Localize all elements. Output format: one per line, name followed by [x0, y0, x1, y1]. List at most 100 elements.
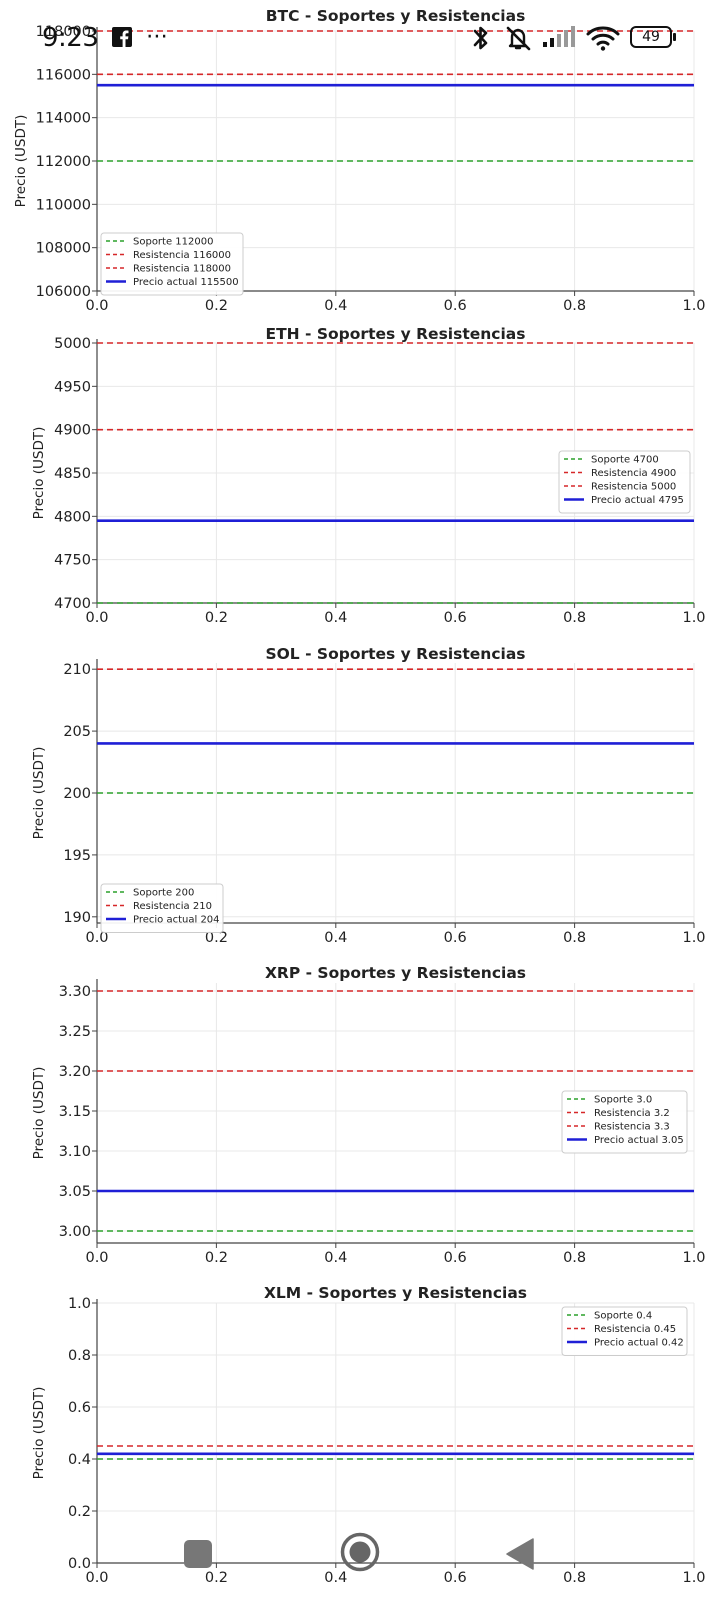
y-axis-label: Precio (USDT): [31, 1067, 47, 1160]
x-tick-label: 0.0: [85, 1250, 108, 1266]
legend-entry: Resistencia 3.3: [594, 1122, 670, 1133]
y-tick-label: 114000: [36, 111, 91, 127]
legend-box: [558, 450, 691, 514]
y-tick-label: 0.8: [68, 1348, 91, 1364]
x-tick-label: 0.0: [85, 930, 108, 946]
y-tick-label: 3.20: [59, 1064, 91, 1080]
x-tick-label: 0.8: [563, 298, 586, 314]
x-tick-label: 0.8: [563, 1570, 586, 1586]
legend-entry: Precio actual 3.05: [594, 1135, 684, 1146]
legend-entry: Soporte 4700: [591, 455, 659, 466]
legend-entry: Soporte 200: [133, 888, 194, 899]
y-tick-label: 1.0: [68, 1296, 91, 1312]
y-tick-label: 3.00: [59, 1224, 91, 1240]
y-axis-label: Precio (USDT): [13, 115, 29, 208]
y-tick-label: 195: [63, 848, 91, 864]
x-tick-label: 1.0: [682, 930, 705, 946]
back-icon[interactable]: [506, 1538, 534, 1574]
y-tick-label: 3.05: [59, 1184, 91, 1200]
legend-entry: Resistencia 210: [133, 901, 212, 912]
y-tick-label: 0.4: [68, 1452, 91, 1468]
legend-entry: Precio actual 0.42: [594, 1338, 684, 1349]
x-tick-label: 0.6: [444, 610, 467, 626]
legend-entry: Soporte 112000: [133, 237, 213, 248]
x-tick-label: 0.4: [324, 1250, 347, 1266]
y-tick-label: 116000: [36, 67, 91, 83]
y-tick-label: 3.10: [59, 1144, 91, 1160]
x-tick-label: 0.2: [205, 1570, 228, 1586]
chart-title: XLM - Soportes y Resistencias: [264, 1284, 527, 1302]
legend-entry: Resistencia 116000: [133, 250, 231, 261]
x-tick-label: 0.4: [324, 610, 347, 626]
x-tick-label: 0.6: [444, 298, 467, 314]
x-tick-label: 0.6: [444, 1570, 467, 1586]
y-axis-label: Precio (USDT): [31, 1387, 47, 1480]
x-tick-label: 0.4: [324, 1570, 347, 1586]
y-tick-label: 0.0: [68, 1556, 91, 1572]
x-tick-label: 0.2: [205, 298, 228, 314]
x-tick-label: 0.2: [205, 1250, 228, 1266]
legend-entry: Resistencia 5000: [591, 482, 676, 493]
y-tick-label: 0.6: [68, 1400, 91, 1416]
y-tick-label: 112000: [36, 154, 91, 170]
y-tick-label: 5000: [54, 336, 91, 352]
x-tick-label: 0.6: [444, 930, 467, 946]
y-tick-label: 108000: [36, 241, 91, 257]
chart-title: BTC - Soportes y Resistencias: [266, 7, 526, 25]
y-tick-label: 0.2: [68, 1504, 91, 1520]
y-tick-label: 4800: [54, 509, 91, 525]
y-tick-label: 3.15: [59, 1104, 91, 1120]
y-tick-label: 200: [63, 786, 91, 802]
chart-title: SOL - Soportes y Resistencias: [265, 645, 525, 663]
y-tick-label: 4750: [54, 553, 91, 569]
legend-entry: Resistencia 0.45: [594, 1324, 676, 1335]
y-tick-label: 110000: [36, 197, 91, 213]
x-tick-label: 1.0: [682, 1570, 705, 1586]
x-tick-label: 0.6: [444, 1250, 467, 1266]
x-tick-label: 0.8: [563, 930, 586, 946]
home-icon[interactable]: [340, 1532, 380, 1576]
x-tick-label: 1.0: [682, 298, 705, 314]
x-tick-label: 1.0: [682, 1250, 705, 1266]
legend-box: [100, 883, 224, 933]
y-axis-label: Precio (USDT): [31, 747, 47, 840]
chart-title: XRP - Soportes y Resistencias: [265, 964, 526, 982]
x-tick-label: 0.4: [324, 930, 347, 946]
x-tick-label: 1.0: [682, 610, 705, 626]
x-tick-label: 0.0: [85, 610, 108, 626]
y-tick-label: 4950: [54, 379, 91, 395]
x-tick-label: 0.4: [324, 298, 347, 314]
legend-entry: Precio actual 204: [133, 915, 220, 926]
x-tick-label: 0.8: [563, 1250, 586, 1266]
y-tick-label: 190: [63, 910, 91, 926]
legend-entry: Resistencia 118000: [133, 264, 231, 275]
x-tick-label: 0.0: [85, 1570, 108, 1586]
y-tick-label: 4700: [54, 596, 91, 612]
navigation-bar: [0, 1528, 720, 1584]
legend-box: [561, 1306, 688, 1356]
y-tick-label: 4900: [54, 423, 91, 439]
y-tick-label: 3.30: [59, 984, 91, 1000]
x-tick-label: 0.2: [205, 610, 228, 626]
legend-entry: Precio actual 4795: [591, 495, 684, 506]
legend-box: [100, 232, 244, 296]
y-tick-label: 210: [63, 662, 91, 678]
y-tick-label: 205: [63, 724, 91, 740]
y-tick-label: 106000: [36, 284, 91, 300]
x-tick-label: 0.0: [85, 298, 108, 314]
x-tick-label: 0.8: [563, 610, 586, 626]
recents-icon[interactable]: [184, 1540, 212, 1572]
legend-entry: Resistencia 3.2: [594, 1108, 670, 1119]
y-tick-label: 3.25: [59, 1024, 91, 1040]
y-axis-label: Precio (USDT): [31, 427, 47, 520]
legend-entry: Soporte 3.0: [594, 1095, 652, 1106]
legend-entry: Resistencia 4900: [591, 468, 676, 479]
legend-box: [561, 1090, 688, 1154]
y-tick-label: 4850: [54, 466, 91, 482]
legend-entry: Precio actual 115500: [133, 277, 239, 288]
x-tick-label: 0.2: [205, 930, 228, 946]
y-tick-label: 118000: [36, 24, 91, 40]
chart-title: ETH - Soportes y Resistencias: [266, 325, 526, 343]
